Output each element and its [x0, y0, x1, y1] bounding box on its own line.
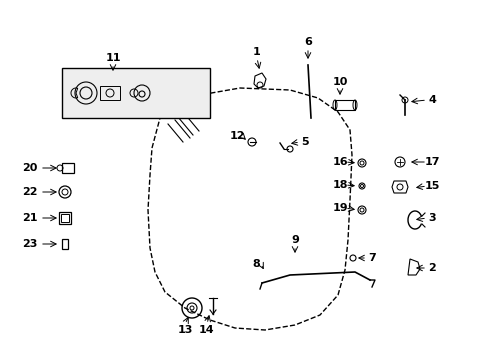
- Text: 21: 21: [22, 213, 38, 223]
- Bar: [62, 68, 209, 118]
- Text: 6: 6: [304, 37, 311, 47]
- Text: 18: 18: [331, 180, 347, 190]
- Text: 13: 13: [177, 325, 192, 335]
- Text: 12: 12: [229, 131, 244, 141]
- Text: 10: 10: [332, 77, 347, 87]
- Bar: [62, 163, 74, 173]
- Bar: [334, 100, 354, 110]
- Text: 5: 5: [301, 137, 308, 147]
- Text: 9: 9: [290, 235, 298, 245]
- Text: 19: 19: [331, 203, 347, 213]
- Text: 3: 3: [427, 213, 435, 223]
- Text: 17: 17: [424, 157, 439, 167]
- Text: 15: 15: [424, 181, 439, 191]
- Text: 22: 22: [22, 187, 38, 197]
- Text: 20: 20: [22, 163, 38, 173]
- Bar: [59, 212, 71, 224]
- Text: 14: 14: [199, 325, 214, 335]
- Text: 4: 4: [427, 95, 435, 105]
- Bar: [100, 86, 120, 100]
- Text: 16: 16: [331, 157, 347, 167]
- Text: 23: 23: [22, 239, 38, 249]
- Bar: [62, 239, 68, 249]
- Text: 1: 1: [253, 47, 260, 57]
- Bar: [61, 214, 69, 222]
- Text: 8: 8: [252, 259, 259, 269]
- Text: 11: 11: [105, 53, 121, 63]
- Text: 7: 7: [367, 253, 375, 263]
- Text: 2: 2: [427, 263, 435, 273]
